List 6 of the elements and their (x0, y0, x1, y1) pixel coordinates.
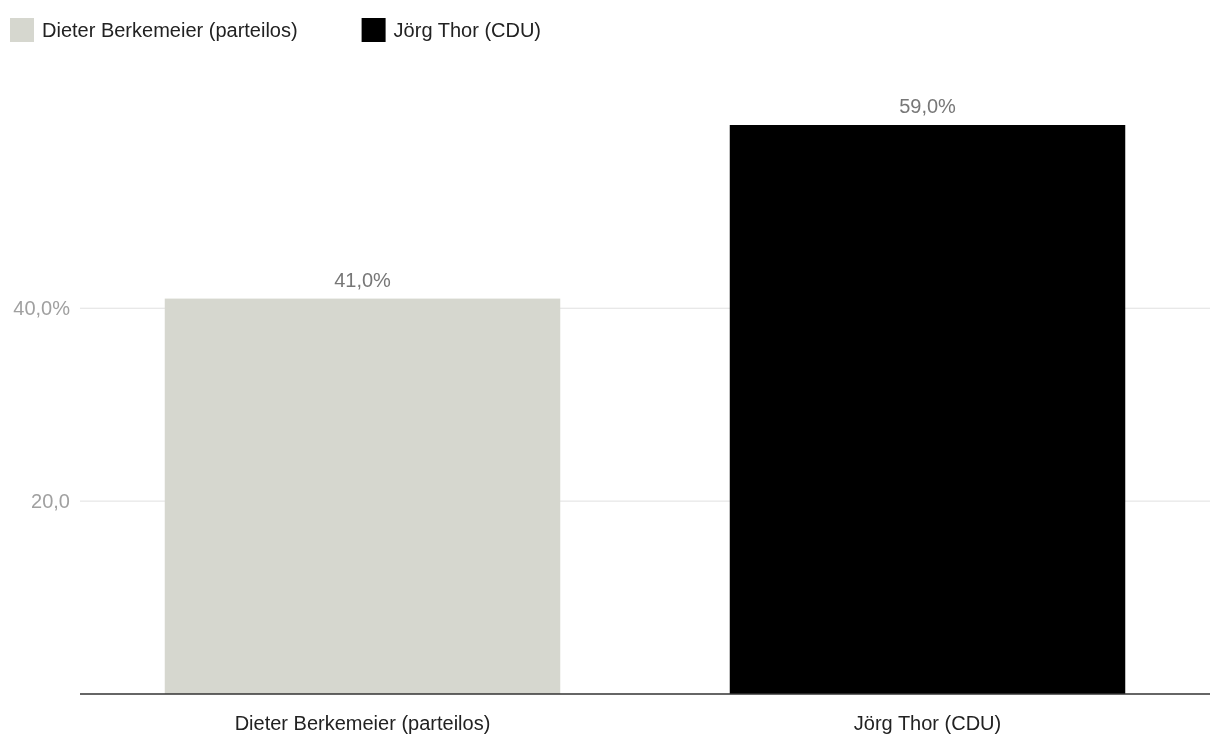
y-tick-label: 20,0 (31, 490, 70, 513)
y-tick-label: 40,0% (13, 297, 71, 320)
data-label: 41,0% (334, 268, 392, 291)
legend-label: Jörg Thor (CDU) (393, 19, 542, 41)
legend-label: Dieter Berkemeier (parteilos) (42, 19, 298, 41)
data-label: 59,0% (899, 95, 957, 117)
